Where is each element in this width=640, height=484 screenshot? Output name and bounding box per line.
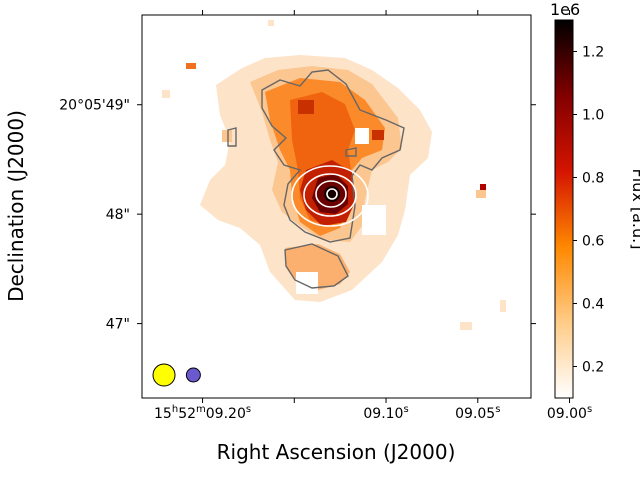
y-tick-label: 20°05'49": [59, 98, 130, 114]
pixel-patch: [460, 322, 472, 330]
pixel-patch: [372, 130, 384, 140]
x-axis: 15h52m09.20s 09.10s 09.05s 09.00s: [154, 10, 592, 422]
x-tick-label: 09.00s: [547, 404, 592, 422]
y-tick-label: 48": [106, 207, 130, 223]
pixel-patch: [500, 300, 506, 312]
colorbar-tick-label: 0.4: [582, 297, 604, 313]
y-axis: 20°05'49" 48" 47": [59, 98, 536, 333]
colorbar-tick-label: 0.6: [582, 234, 604, 250]
pixel-patch: [298, 100, 314, 114]
white-contour: [315, 180, 347, 208]
gray-contour: [261, 69, 405, 243]
pixel-patch: [476, 190, 486, 198]
beam-1: [152, 363, 176, 387]
gray-contour: [284, 243, 349, 289]
pixel-patch: [362, 205, 386, 235]
pixel-patch: [222, 130, 232, 142]
gray-contour: [345, 147, 357, 157]
plot-frame: [141, 14, 532, 399]
colorbar-label: Flux [a.u.]: [629, 169, 640, 250]
x-axis-label: Right Ascension (J2000): [217, 440, 456, 464]
y-tick-label: 47": [106, 317, 130, 333]
pixel-patch: [355, 128, 369, 144]
y-axis-label: Declination (J2000): [4, 110, 28, 302]
x-tick-label: 09.05s: [455, 404, 500, 422]
colorbar-tick-label: 0.8: [582, 171, 604, 187]
pixel-patch: [268, 20, 274, 26]
beam-2: [185, 367, 201, 383]
colorbar-tick-label: 1.0: [582, 108, 604, 124]
white-contour: [303, 173, 357, 217]
colorbar: [554, 19, 574, 399]
colorbar-ticks: 0.2 0.4 0.6 0.8 1.0 1.2: [573, 45, 604, 376]
emission-map: [152, 20, 506, 387]
colorbar-tick-label: 1.2: [582, 45, 604, 61]
colorbar-offset-text: 1e6: [550, 0, 580, 19]
pixel-patch: [296, 272, 318, 294]
gray-contour: [227, 127, 237, 147]
x-tick-label: 09.10s: [363, 404, 408, 422]
pixel-patch: [186, 63, 196, 69]
white-contour: [326, 188, 338, 200]
pixel-patch: [480, 184, 486, 190]
pixel-patch: [162, 90, 170, 98]
colorbar-tick-label: 0.2: [582, 360, 604, 376]
x-tick-label: 15h52m09.20s: [154, 404, 251, 422]
white-contour: [291, 165, 369, 227]
